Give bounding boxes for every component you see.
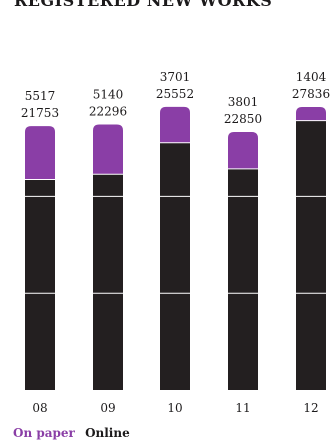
label-on-paper-09: 5140 bbox=[93, 87, 124, 101]
label-online-09: 22296 bbox=[89, 104, 127, 118]
label-on-paper-10: 3701 bbox=[160, 70, 191, 84]
label-on-paper-11: 3801 bbox=[228, 95, 259, 109]
bar-online-10 bbox=[160, 142, 190, 390]
bar-online-09 bbox=[93, 174, 123, 390]
bar-on-paper-11 bbox=[228, 132, 258, 169]
legend: On paper Online bbox=[13, 426, 130, 440]
label-on-paper-08: 5517 bbox=[25, 89, 56, 103]
bar-on-paper-09 bbox=[93, 124, 123, 175]
label-online-10: 25552 bbox=[156, 87, 194, 101]
bar-on-paper-08 bbox=[25, 126, 55, 180]
bar-on-paper-12 bbox=[296, 107, 326, 121]
bar-online-08 bbox=[25, 179, 55, 390]
legend-item-on-paper: On paper bbox=[13, 426, 75, 440]
label-online-12: 27836 bbox=[292, 87, 330, 101]
legend-item-online: Online bbox=[85, 426, 130, 440]
category-label-10: 10 bbox=[167, 401, 182, 415]
category-label-08: 08 bbox=[32, 401, 47, 415]
label-online-11: 22850 bbox=[224, 112, 262, 126]
category-label-12: 12 bbox=[303, 401, 318, 415]
category-label-11: 11 bbox=[235, 401, 250, 415]
category-label-09: 09 bbox=[100, 401, 115, 415]
label-online-08: 21753 bbox=[21, 106, 59, 120]
chart-title: REGISTERED NEW WORKS bbox=[14, 0, 273, 10]
bar-online-11 bbox=[228, 168, 258, 390]
label-on-paper-12: 1404 bbox=[296, 70, 327, 84]
bar-on-paper-10 bbox=[160, 106, 190, 143]
bar-online-12 bbox=[296, 120, 326, 390]
